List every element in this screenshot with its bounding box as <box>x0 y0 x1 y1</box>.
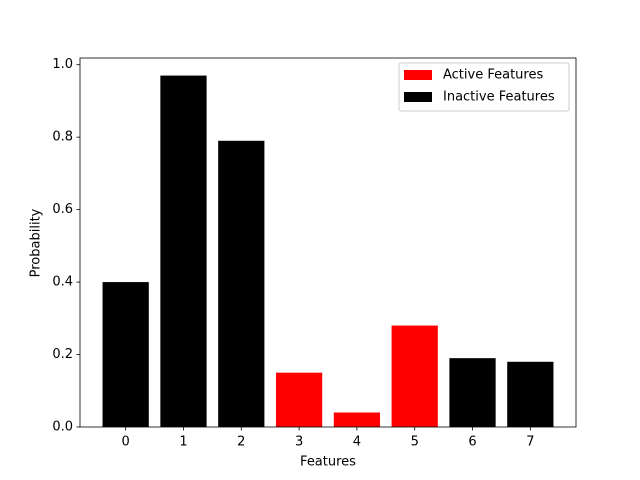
x-tick-label: 5 <box>411 435 419 450</box>
legend-label: Inactive Features <box>443 90 555 105</box>
x-tick-label: 2 <box>237 435 245 450</box>
bar <box>507 361 554 427</box>
x-tick-label: 7 <box>526 435 534 450</box>
x-tick-label: 4 <box>353 435 361 450</box>
y-tick-label: 0.8 <box>52 130 73 145</box>
legend-swatch <box>404 70 432 80</box>
bar <box>449 358 496 427</box>
x-tick-label: 6 <box>468 435 476 450</box>
legend-swatch <box>404 92 432 102</box>
x-tick-label: 3 <box>295 435 303 450</box>
y-tick-label: 0.4 <box>52 275 73 290</box>
bar <box>160 75 207 428</box>
bar <box>102 282 149 427</box>
y-tick-label: 0.6 <box>52 202 73 217</box>
bar <box>275 372 323 427</box>
x-tick-label: 0 <box>122 435 130 450</box>
x-axis-label: Features <box>300 455 356 470</box>
y-tick-label: 0.2 <box>52 347 73 362</box>
plot-frame <box>79 57 577 428</box>
bar <box>333 412 381 427</box>
y-axis-label: Probability <box>29 208 44 277</box>
x-tick-label: 1 <box>179 435 187 450</box>
legend-box <box>398 62 570 112</box>
bar <box>218 140 265 427</box>
legend-label: Active Features <box>443 68 543 83</box>
y-tick-label: 1.0 <box>52 57 73 72</box>
y-tick-label: 0.0 <box>52 420 73 435</box>
bar <box>391 325 438 427</box>
